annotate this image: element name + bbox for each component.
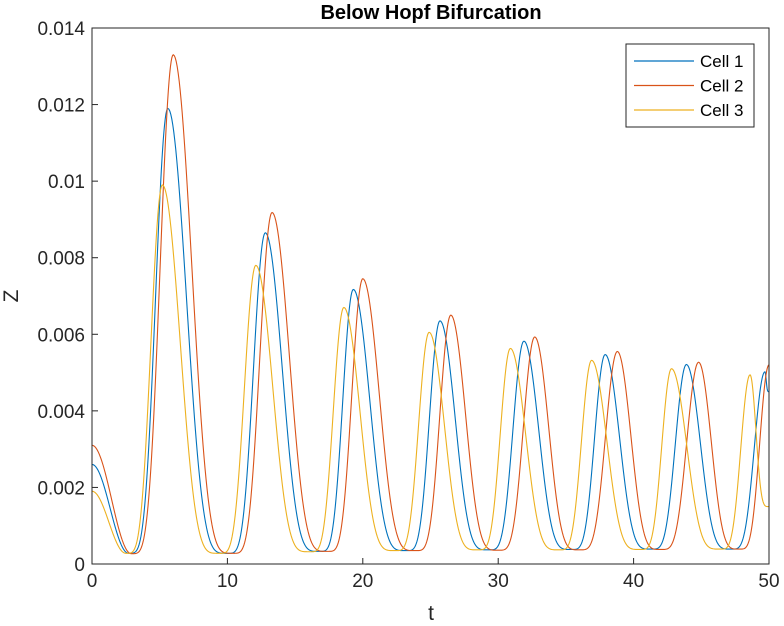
y-tick-label: 0.006 bbox=[37, 325, 85, 346]
series-line-1 bbox=[91, 107, 769, 554]
x-tick-label: 30 bbox=[488, 571, 509, 592]
x-tick-label: 50 bbox=[758, 571, 779, 592]
y-tick-label: 0.01 bbox=[48, 172, 85, 193]
plot-lines bbox=[91, 54, 770, 555]
x-tick-label: 40 bbox=[623, 571, 644, 592]
y-tick-label: 0.012 bbox=[37, 96, 85, 117]
x-axis-label: t bbox=[428, 602, 434, 625]
y-axis: 0 0.002 0.004 0.006 0.008 0.01 0.012 0.014 bbox=[37, 19, 98, 576]
series-line-3 bbox=[91, 184, 769, 554]
series-line-2 bbox=[91, 54, 770, 555]
y-tick-label: 0 bbox=[74, 555, 85, 576]
y-tick-label: 0.014 bbox=[37, 19, 85, 40]
chart-title: Below Hopf Bifurcation bbox=[320, 2, 541, 24]
y-axis-label: Z bbox=[0, 289, 23, 302]
legend: Cell 1 Cell 2 Cell 3 bbox=[625, 43, 755, 128]
y-tick-label: 0.004 bbox=[37, 402, 85, 423]
y-tick-label: 0.008 bbox=[37, 249, 85, 270]
x-axis: 0 10 20 30 40 50 bbox=[87, 558, 780, 592]
y-tick-label: 0.002 bbox=[37, 478, 85, 499]
x-tick-label: 10 bbox=[217, 571, 238, 592]
legend-label-1: Cell 1 bbox=[700, 52, 743, 71]
legend-label-2: Cell 2 bbox=[700, 77, 743, 96]
x-tick-label: 20 bbox=[352, 571, 373, 592]
x-tick-label: 0 bbox=[87, 571, 98, 592]
legend-label-3: Cell 3 bbox=[700, 101, 743, 120]
plot-frame bbox=[91, 27, 770, 565]
